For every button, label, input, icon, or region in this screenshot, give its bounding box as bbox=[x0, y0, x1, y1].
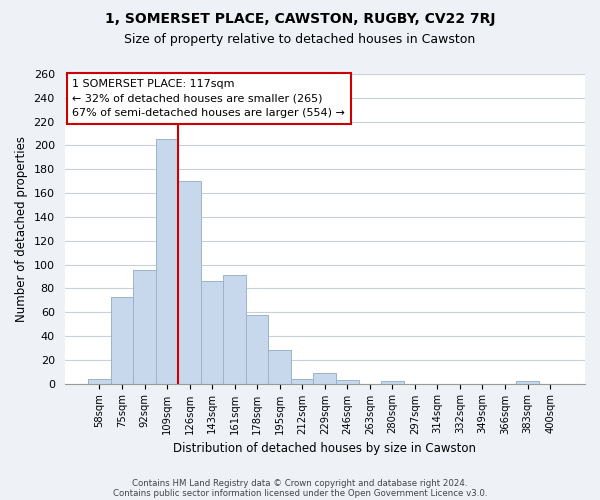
X-axis label: Distribution of detached houses by size in Cawston: Distribution of detached houses by size … bbox=[173, 442, 476, 455]
Bar bbox=[246, 314, 268, 384]
Text: 1 SOMERSET PLACE: 117sqm
← 32% of detached houses are smaller (265)
67% of semi-: 1 SOMERSET PLACE: 117sqm ← 32% of detach… bbox=[73, 78, 345, 118]
Bar bbox=[291, 379, 313, 384]
Text: Contains public sector information licensed under the Open Government Licence v3: Contains public sector information licen… bbox=[113, 489, 487, 498]
Y-axis label: Number of detached properties: Number of detached properties bbox=[15, 136, 28, 322]
Bar bbox=[111, 296, 133, 384]
Bar bbox=[178, 181, 201, 384]
Text: 1, SOMERSET PLACE, CAWSTON, RUGBY, CV22 7RJ: 1, SOMERSET PLACE, CAWSTON, RUGBY, CV22 … bbox=[105, 12, 495, 26]
Bar bbox=[223, 275, 246, 384]
Bar bbox=[516, 381, 539, 384]
Bar bbox=[133, 270, 156, 384]
Text: Size of property relative to detached houses in Cawston: Size of property relative to detached ho… bbox=[124, 32, 476, 46]
Bar bbox=[201, 281, 223, 384]
Bar bbox=[156, 140, 178, 384]
Bar bbox=[381, 381, 404, 384]
Bar bbox=[336, 380, 359, 384]
Bar bbox=[88, 379, 111, 384]
Bar bbox=[313, 373, 336, 384]
Bar bbox=[268, 350, 291, 384]
Text: Contains HM Land Registry data © Crown copyright and database right 2024.: Contains HM Land Registry data © Crown c… bbox=[132, 478, 468, 488]
